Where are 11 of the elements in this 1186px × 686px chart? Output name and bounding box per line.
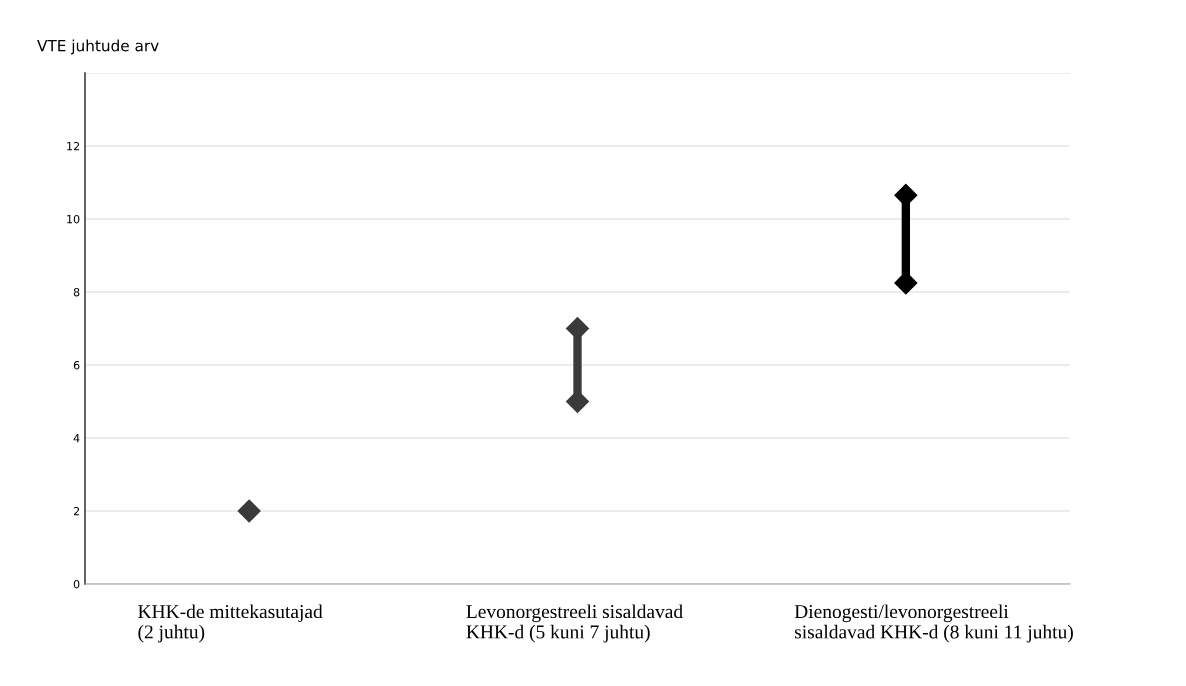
x-tick-label: KHK-de mittekasutajad (2 juhtu) <box>138 604 323 643</box>
y-tick-label: 8 <box>73 287 80 297</box>
y-tick-label: 6 <box>73 360 80 370</box>
x-tick-label: Dienogesti/levonorgestreeli sisaldavad KHK-d (8 kuni 11 juhtu) <box>794 604 1073 643</box>
y-tick-label: 2 <box>73 506 80 516</box>
y-tick-label: 4 <box>73 434 80 443</box>
y-axis-title: VTE juhtude arv <box>37 39 159 55</box>
x-tick-label: Levonorgestreeli sisaldavad KHK-d (5 kuni 7 juhtu) <box>466 604 683 643</box>
y-tick-label: 10 <box>67 214 80 224</box>
y-tick-label: 0 <box>73 579 80 589</box>
y-tick-label: 12 <box>67 141 80 151</box>
